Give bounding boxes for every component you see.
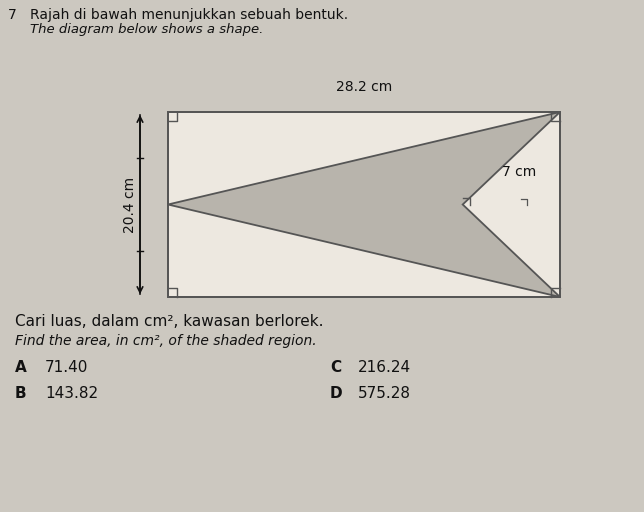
Text: Find the area, in cm², of the shaded region.: Find the area, in cm², of the shaded reg… bbox=[15, 334, 317, 348]
Text: 20.4 cm: 20.4 cm bbox=[123, 177, 137, 232]
Text: 143.82: 143.82 bbox=[45, 386, 98, 401]
Text: 7 cm: 7 cm bbox=[502, 165, 536, 180]
Text: C: C bbox=[330, 360, 341, 375]
Text: 71.40: 71.40 bbox=[45, 360, 88, 375]
Polygon shape bbox=[168, 112, 560, 297]
Bar bbox=[168, 112, 560, 297]
Text: A: A bbox=[15, 360, 27, 375]
Text: 7: 7 bbox=[8, 8, 17, 22]
Text: D: D bbox=[330, 386, 343, 401]
Bar bbox=[168, 112, 560, 297]
Text: 575.28: 575.28 bbox=[358, 386, 411, 401]
Text: 216.24: 216.24 bbox=[358, 360, 411, 375]
Text: 28.2 cm: 28.2 cm bbox=[336, 80, 392, 94]
Text: The diagram below shows a shape.: The diagram below shows a shape. bbox=[30, 23, 263, 36]
Text: B: B bbox=[15, 386, 26, 401]
Text: Cari luas, dalam cm², kawasan berlorek.: Cari luas, dalam cm², kawasan berlorek. bbox=[15, 314, 323, 329]
Text: Rajah di bawah menunjukkan sebuah bentuk.: Rajah di bawah menunjukkan sebuah bentuk… bbox=[30, 8, 348, 22]
